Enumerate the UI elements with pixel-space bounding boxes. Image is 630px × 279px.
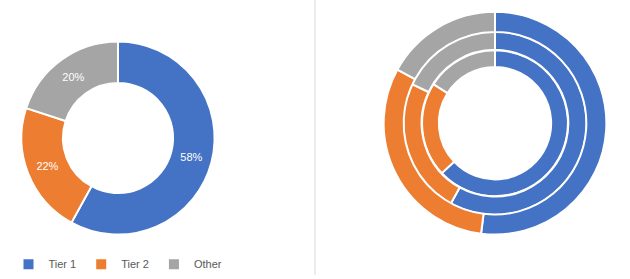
svg-text:22%: 22% xyxy=(36,160,58,172)
svg-text:Other: Other xyxy=(194,258,222,270)
svg-text:Tier 2: Tier 2 xyxy=(121,258,149,270)
svg-text:58%: 58% xyxy=(180,151,202,163)
svg-text:20%: 20% xyxy=(62,71,84,83)
svg-text:Tier 1: Tier 1 xyxy=(49,258,77,270)
